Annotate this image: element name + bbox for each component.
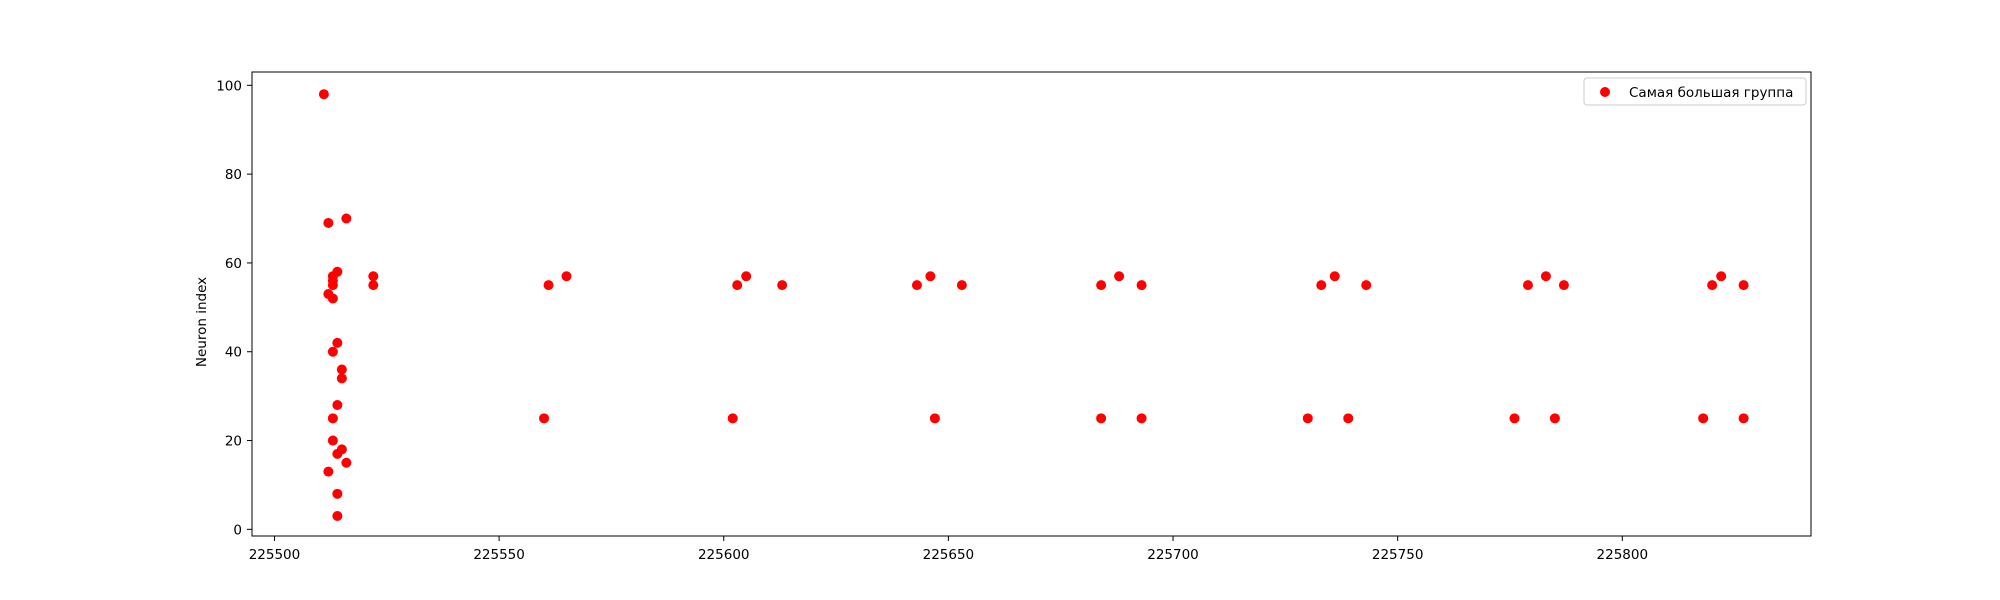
data-point	[732, 280, 743, 291]
x-tick-label: 225700	[1147, 547, 1199, 563]
y-tick-label: 60	[225, 256, 242, 272]
y-axis: 0 20 40 60 80 100	[216, 78, 252, 538]
data-point	[929, 413, 940, 424]
data-point	[368, 271, 379, 282]
x-tick-label: 225800	[1597, 547, 1649, 563]
data-point	[341, 457, 352, 468]
data-point	[336, 444, 347, 455]
data-point	[956, 280, 967, 291]
data-point	[1522, 280, 1533, 291]
x-axis: 225500 225550 225600 225650 225700 225750 2258…	[249, 536, 1648, 563]
data-point	[727, 413, 738, 424]
data-point	[332, 337, 343, 348]
data-point	[1329, 271, 1340, 282]
data-point	[777, 280, 788, 291]
x-tick-label: 225650	[923, 547, 975, 563]
legend-label: Самая большая группа	[1629, 85, 1793, 101]
data-point	[1316, 280, 1327, 291]
data-point	[1136, 280, 1147, 291]
y-axis-label: Neuron index	[194, 277, 210, 367]
x-tick-label: 225750	[1372, 547, 1424, 563]
legend-marker	[1600, 87, 1610, 97]
data-point	[543, 280, 554, 291]
data-point	[1716, 271, 1727, 282]
y-tick-label: 100	[216, 78, 242, 94]
legend-box	[1583, 77, 1807, 106]
data-point	[327, 435, 338, 446]
data-point	[332, 266, 343, 277]
data-point	[1738, 413, 1749, 424]
y-tick-label: 0	[233, 522, 242, 538]
plot-frame	[251, 71, 1812, 537]
data-point	[336, 364, 347, 375]
data-point	[368, 280, 379, 291]
y-tick-label: 80	[225, 167, 242, 183]
data-point	[561, 271, 572, 282]
data-point	[332, 488, 343, 499]
data-point	[1114, 271, 1125, 282]
data-point	[1549, 413, 1560, 424]
data-point	[327, 293, 338, 304]
data-point	[332, 400, 343, 411]
data-point	[1302, 413, 1313, 424]
data-point	[1698, 413, 1709, 424]
data-point	[1361, 280, 1372, 291]
data-point	[327, 346, 338, 357]
plot-area	[251, 71, 1812, 537]
data-point	[911, 280, 922, 291]
data-point	[332, 511, 343, 522]
data-point	[341, 213, 352, 224]
data-point	[327, 413, 338, 424]
data-point	[1540, 271, 1551, 282]
data-point	[1136, 413, 1147, 424]
data-point	[318, 89, 329, 100]
data-point	[336, 373, 347, 384]
data-point	[1343, 413, 1354, 424]
data-point	[1096, 413, 1107, 424]
data-point	[925, 271, 936, 282]
data-point	[323, 466, 334, 477]
data-point	[1738, 280, 1749, 291]
legend: Самая большая группа	[1583, 77, 1807, 106]
data-point	[539, 413, 550, 424]
x-tick-label: 225600	[698, 547, 750, 563]
y-tick-label: 40	[225, 345, 242, 361]
x-tick-label: 225550	[473, 547, 525, 563]
data-point	[1509, 413, 1520, 424]
data-point	[323, 217, 334, 228]
data-point	[1096, 280, 1107, 291]
y-tick-label: 20	[225, 434, 242, 450]
data-point	[741, 271, 752, 282]
data-point	[1707, 280, 1718, 291]
x-tick-label: 225500	[249, 547, 301, 563]
data-point	[1558, 280, 1569, 291]
